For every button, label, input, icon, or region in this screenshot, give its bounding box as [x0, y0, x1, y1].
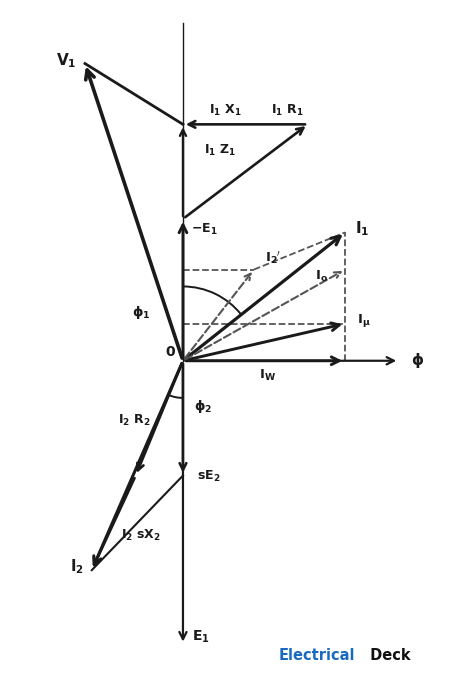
Text: $\mathbf{sE_2}$: $\mathbf{sE_2}$	[197, 469, 220, 484]
Text: $\mathbf{I_2}$: $\mathbf{I_2}$	[70, 558, 84, 576]
Text: $\mathbf{I_1\ X_1}$: $\mathbf{I_1\ X_1}$	[209, 104, 241, 118]
Text: $\mathbf{I_1\ Z_1}$: $\mathbf{I_1\ Z_1}$	[204, 142, 236, 157]
Text: $\mathbf{I_\mu}$: $\mathbf{I_\mu}$	[357, 312, 371, 329]
Text: $\mathbf{\phi}$: $\mathbf{\phi}$	[411, 351, 424, 370]
Text: Electrical: Electrical	[279, 648, 356, 663]
Text: $\mathbf{I_2\ sX_2}$: $\mathbf{I_2\ sX_2}$	[121, 528, 161, 543]
Text: $\mathbf{I_1}$: $\mathbf{I_1}$	[355, 220, 369, 238]
Text: $\mathbf{V_1}$: $\mathbf{V_1}$	[56, 51, 76, 69]
Text: $\mathbf{-E_1}$: $\mathbf{-E_1}$	[191, 221, 218, 236]
Text: $\mathbf{E_1}$: $\mathbf{E_1}$	[191, 628, 210, 644]
Text: $\mathbf{I_2{'}}$: $\mathbf{I_2{'}}$	[264, 249, 281, 266]
Text: $\mathbf{\phi_2}$: $\mathbf{\phi_2}$	[194, 398, 212, 415]
Text: $\mathbf{I_1\ R_1}$: $\mathbf{I_1\ R_1}$	[272, 104, 304, 118]
Text: $\mathbf{0}$: $\mathbf{0}$	[165, 345, 176, 359]
Text: $\mathbf{I_2\ R_2}$: $\mathbf{I_2\ R_2}$	[118, 413, 151, 428]
Text: Deck: Deck	[365, 648, 410, 663]
Text: $\mathbf{\phi_1}$: $\mathbf{\phi_1}$	[132, 304, 150, 321]
Text: $\mathbf{I_W}$: $\mathbf{I_W}$	[259, 368, 276, 383]
Text: $\mathbf{I_o}$: $\mathbf{I_o}$	[315, 269, 328, 284]
